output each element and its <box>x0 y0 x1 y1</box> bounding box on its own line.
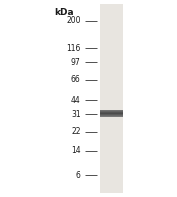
Text: 66: 66 <box>71 75 81 84</box>
Text: kDa: kDa <box>55 8 74 17</box>
Text: 31: 31 <box>71 110 81 119</box>
Text: 44: 44 <box>71 96 81 105</box>
Text: 22: 22 <box>71 127 81 137</box>
Text: 200: 200 <box>66 16 81 25</box>
Text: 97: 97 <box>71 58 81 67</box>
Text: 14: 14 <box>71 146 81 155</box>
Text: 6: 6 <box>76 171 81 180</box>
Text: 116: 116 <box>66 44 81 53</box>
Bar <box>100 4 123 193</box>
